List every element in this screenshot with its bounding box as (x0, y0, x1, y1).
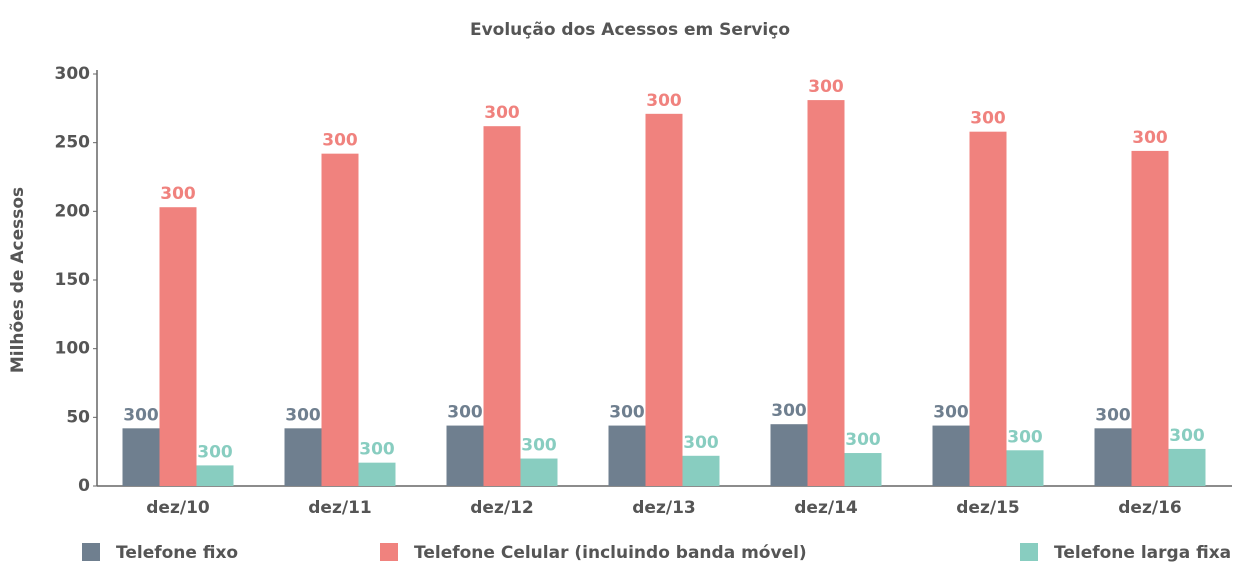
bar (1131, 150, 1169, 486)
data-label: 300 (646, 91, 682, 111)
data-label: 300 (970, 109, 1006, 129)
data-label: 300 (484, 103, 520, 123)
x-tick-label: dez/10 (146, 498, 210, 518)
x-tick-label: dez/13 (632, 498, 695, 518)
y-tick-label: 200 (55, 201, 91, 221)
data-label: 300 (845, 430, 881, 450)
data-label: 300 (771, 401, 807, 421)
x-tick-label: dez/11 (308, 498, 371, 518)
bar (358, 462, 396, 486)
bar (284, 428, 322, 486)
legend-label: Telefone Celular (incluindo banda móvel) (414, 543, 807, 563)
bar (807, 100, 845, 487)
legend-label: Telefone fixo (116, 543, 238, 563)
x-tick-label: dez/14 (794, 498, 858, 518)
y-tick-label: 150 (55, 270, 91, 290)
bar (1094, 428, 1132, 486)
bar (682, 455, 720, 486)
y-axis-label: Milhões de Acessos (8, 187, 28, 373)
chart-title: Evolução dos Acessos em Serviço (470, 20, 790, 40)
y-tick-label: 50 (66, 407, 90, 427)
data-label: 300 (322, 131, 358, 151)
data-label: 300 (285, 405, 321, 425)
bar (1006, 450, 1044, 486)
data-label: 300 (1007, 427, 1043, 447)
bar (483, 126, 521, 486)
data-label: 300 (1095, 405, 1131, 425)
y-tick-label: 0 (78, 476, 90, 496)
bar (446, 425, 484, 486)
legend-swatch (82, 543, 100, 561)
bar (844, 453, 882, 486)
bar (645, 113, 683, 487)
bar (608, 425, 646, 486)
bar (969, 131, 1007, 486)
bar (122, 428, 160, 486)
bar (1168, 448, 1206, 486)
data-label: 300 (521, 436, 557, 456)
data-label: 300 (933, 403, 969, 423)
data-label: 300 (808, 77, 844, 97)
legend-swatch (1020, 543, 1038, 561)
bar (520, 458, 558, 486)
data-label: 300 (160, 184, 196, 204)
data-label: 300 (359, 440, 395, 460)
data-label: 300 (609, 403, 645, 423)
x-tick-label: dez/15 (956, 498, 1019, 518)
data-label: 300 (683, 433, 719, 453)
y-tick-label: 300 (55, 64, 91, 84)
bar (932, 425, 970, 486)
y-tick-label: 250 (55, 133, 91, 153)
data-label: 300 (197, 442, 233, 462)
legend-swatch (380, 543, 398, 561)
data-label: 300 (447, 403, 483, 423)
y-tick-label: 100 (55, 339, 91, 359)
data-label: 300 (1132, 128, 1168, 148)
bar (321, 153, 359, 487)
bar (770, 424, 808, 486)
bar (196, 465, 234, 486)
data-label: 300 (123, 405, 159, 425)
x-tick-label: dez/12 (470, 498, 533, 518)
bar (159, 207, 197, 487)
legend-label: Telefone larga fixa (1054, 543, 1231, 563)
x-tick-label: dez/16 (1118, 498, 1181, 518)
data-label: 300 (1169, 426, 1205, 446)
